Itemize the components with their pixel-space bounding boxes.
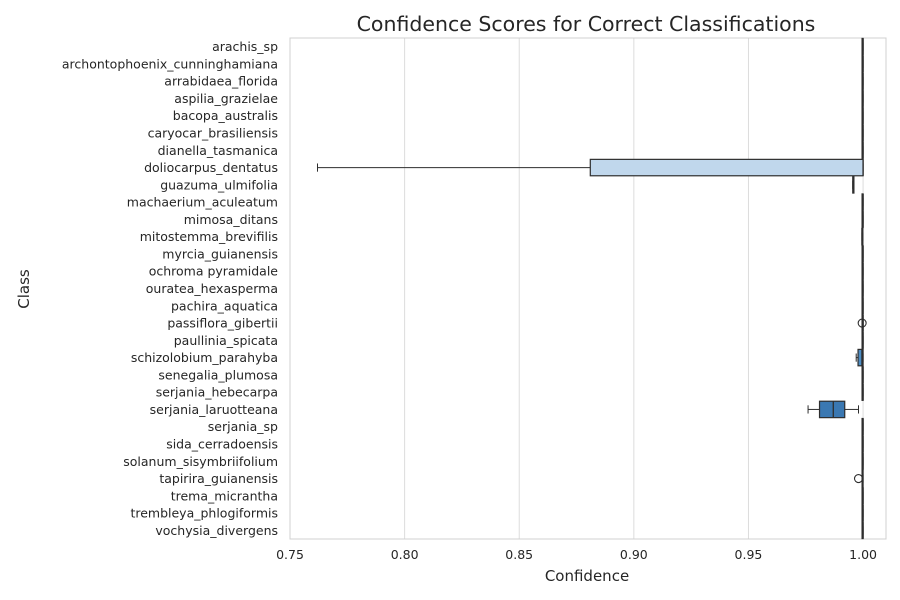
x-tick-label: 0.75	[276, 547, 304, 562]
y-tick-label: serjania_laruotteana	[150, 402, 278, 417]
box-plot-myrcia_guianensis	[861, 245, 864, 263]
y-tick-label: doliocarpus_dentatus	[144, 160, 278, 175]
y-tick-label: trema_micrantha	[171, 488, 278, 503]
y-tick-label: sida_cerradoensis	[166, 436, 278, 451]
y-tick-label: arrabidaea_florida	[164, 74, 278, 89]
box	[589, 158, 864, 177]
box-plot-archontophoenix_cunninghamiana	[861, 55, 864, 73]
box-plot-serjania_sp	[861, 417, 864, 436]
y-tick-labels: arachis_sp archontophoenix_cunninghamiana…	[62, 39, 278, 538]
y-tick-label: caryocar_brasiliensis	[148, 126, 278, 141]
box-plot-caryocar_brasiliensis	[861, 124, 864, 142]
y-tick-label: mimosa_ditans	[184, 212, 278, 227]
box-plot-solanum_sisymbriifolium	[861, 452, 864, 471]
grid-layer	[289, 38, 864, 539]
box-plot-senegalia_plumosa	[861, 366, 864, 384]
box-plot-dianella_tasmanica	[861, 141, 864, 160]
box-plot-trema_micrantha	[861, 487, 864, 505]
y-tick-label: passiflora_gibertii	[167, 316, 278, 331]
box-layer	[317, 37, 867, 540]
x-tick-label: 1.00	[849, 547, 877, 562]
box-plot-ochroma pyramidale	[861, 262, 864, 281]
box-plot-passiflora_gibertii	[857, 314, 867, 332]
box	[857, 348, 864, 367]
box-plot-schizolobium_parahyba	[855, 348, 864, 367]
y-tick-label: pachira_aquatica	[171, 298, 278, 313]
box-plot-doliocarpus_dentatus	[317, 158, 864, 177]
y-tick-label: serjania_hebecarpa	[156, 385, 278, 400]
box-plot-sida_cerradoensis	[861, 435, 864, 453]
y-tick-label: ouratea_hexasperma	[146, 281, 278, 296]
y-tick-label: paullinia_spicata	[174, 333, 278, 348]
y-tick-label: serjania_sp	[208, 419, 278, 434]
box-plot-tapirira_guianensis	[853, 469, 864, 488]
y-tick-label: aspilia_grazielae	[174, 91, 278, 106]
plot-frame	[289, 37, 887, 540]
box-plot-machaerium_aculeatum	[861, 193, 864, 211]
box-plot-guazuma_ulmifolia	[852, 176, 855, 194]
box-plot-aspilia_grazielae	[861, 89, 864, 108]
box-plot-ouratea_hexasperma	[861, 279, 864, 298]
y-axis-title: Class	[15, 269, 33, 309]
x-tick-label: 0.95	[735, 547, 763, 562]
outlier-point	[857, 318, 867, 328]
y-tick-label: mitostemma_brevifilis	[140, 229, 278, 244]
y-tick-label: guazuma_ulmifolia	[160, 177, 278, 192]
x-tick-labels: 0.75 0.80 0.85 0.90 0.95 1.00	[276, 547, 877, 562]
y-tick-label: trembleya_phlogiformis	[130, 506, 278, 521]
box-plot-arachis_sp	[861, 37, 864, 56]
y-tick-label: machaerium_aculeatum	[127, 195, 278, 210]
box-plot-serjania_laruotteana	[807, 400, 859, 419]
box-plot-serjania_hebecarpa	[861, 383, 864, 401]
box-plot-pachira_aquatica	[861, 296, 864, 315]
x-axis-title: Confidence	[545, 567, 629, 585]
y-tick-label: senegalia_plumosa	[158, 367, 278, 382]
y-tick-label: tapirira_guianensis	[159, 471, 278, 486]
y-tick-label: bacopa_australis	[173, 108, 278, 123]
y-tick-label: schizolobium_parahyba	[131, 350, 278, 365]
box-plot-vochysia_divergens	[861, 521, 864, 540]
box-plot-mitostemma_brevifilis	[861, 227, 864, 246]
box-plot-paullinia_spicata	[861, 331, 864, 350]
y-tick-label: arachis_sp	[212, 39, 278, 54]
outlier-point	[853, 473, 864, 484]
x-tick-label: 0.85	[505, 547, 533, 562]
y-tick-label: archontophoenix_cunninghamiana	[62, 56, 278, 71]
y-tick-label: solanum_sisymbriifolium	[123, 454, 278, 469]
y-tick-label: dianella_tasmanica	[158, 143, 278, 158]
y-tick-label: myrcia_guianensis	[162, 246, 278, 261]
box	[818, 400, 846, 419]
chart-title: Confidence Scores for Correct Classifica…	[357, 12, 816, 36]
box-plot-mimosa_ditans	[861, 210, 864, 229]
box-plot-trembleya_phlogiformis	[861, 504, 864, 522]
y-tick-label: vochysia_divergens	[155, 523, 278, 538]
box-plot-arrabidaea_florida	[861, 72, 864, 90]
x-tick-label: 0.90	[620, 547, 648, 562]
box-plot-bacopa_australis	[861, 106, 864, 125]
y-tick-label: ochroma pyramidale	[149, 264, 279, 279]
x-tick-label: 0.80	[391, 547, 419, 562]
